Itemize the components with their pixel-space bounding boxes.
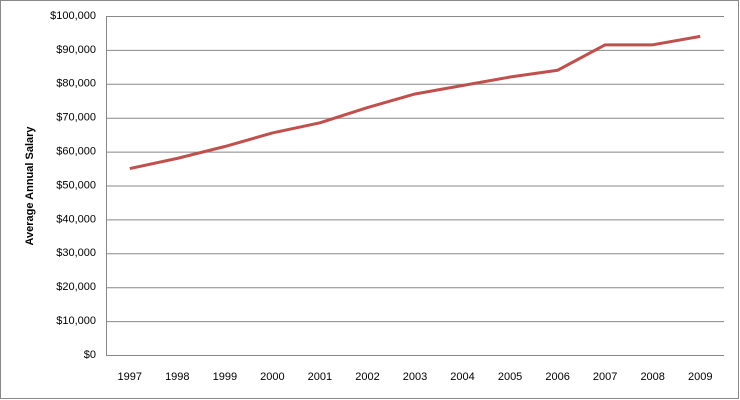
x-tick-label: 2001	[308, 371, 332, 383]
x-tick-label: 1997	[118, 371, 142, 383]
x-tick-label: 1998	[165, 371, 189, 383]
x-tick-label: 2005	[498, 371, 522, 383]
y-tick-label: $70,000	[56, 112, 96, 124]
x-tick-label: 2000	[260, 371, 284, 383]
data-line	[129, 34, 701, 171]
y-tick-label: $40,000	[56, 213, 96, 225]
x-tick-label: 2004	[450, 371, 474, 383]
y-tick-label: $60,000	[56, 146, 96, 158]
y-tick-label: $30,000	[56, 247, 96, 259]
y-tick-label: $50,000	[56, 179, 96, 191]
x-tick-label: 2007	[593, 371, 617, 383]
x-tick-label: 1999	[213, 371, 237, 383]
x-tick-label: 2008	[640, 371, 664, 383]
y-axis-label: Average Annual Salary	[24, 126, 36, 246]
y-tick-label: $20,000	[56, 281, 96, 293]
x-tick-label: 2002	[355, 371, 379, 383]
y-tick-label: $10,000	[56, 315, 96, 327]
x-tick-label: 2003	[403, 371, 427, 383]
x-tick-label: 2009	[688, 371, 712, 383]
x-tick-label: 2006	[545, 371, 569, 383]
y-tick-label: $100,000	[50, 10, 96, 22]
y-tick-label: $0	[84, 349, 96, 361]
y-tick-label: $80,000	[56, 78, 96, 90]
y-tick-label: $90,000	[56, 44, 96, 56]
